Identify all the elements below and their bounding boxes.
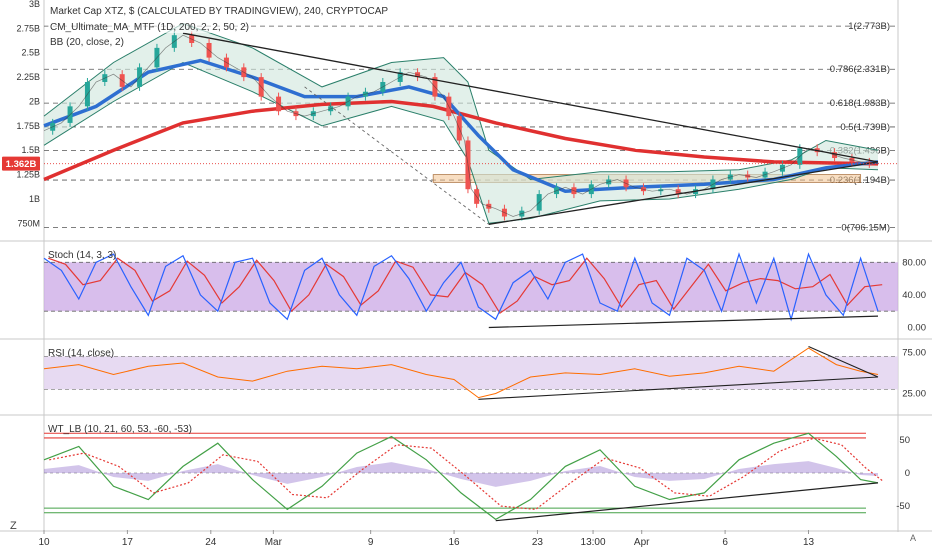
x-axis-label: Apr bbox=[634, 537, 650, 548]
x-axis-label: 13 bbox=[803, 537, 815, 548]
fib-level-label: 0(706.15M) bbox=[841, 223, 890, 234]
x-axis-label: 23 bbox=[532, 537, 544, 548]
price-y-tick-label: 1B bbox=[29, 194, 40, 204]
fib-level-label: 0.5(1.739B) bbox=[840, 122, 890, 133]
wt-title: WT_LB (10, 21, 60, 53, -60, -53) bbox=[48, 424, 192, 435]
x-axis-label: 16 bbox=[448, 537, 460, 548]
rsi-trendline bbox=[478, 376, 879, 400]
price-y-tick-label: 1.75B bbox=[16, 121, 40, 131]
footer-right-mark: A bbox=[910, 533, 917, 543]
price-trendline bbox=[488, 161, 879, 225]
fib-level-label: 1(2.773B) bbox=[848, 21, 890, 32]
rsi-line bbox=[43, 347, 879, 399]
price-y-tick-label: 1.5B bbox=[21, 145, 40, 155]
wt2-line bbox=[49, 437, 884, 511]
price-y-tick-label: 1.25B bbox=[16, 170, 40, 180]
price-y-tick-label: 2B bbox=[29, 96, 40, 106]
wt-y-tick-label: 50 bbox=[899, 435, 910, 446]
symbol-title: Market Cap XTZ, $ (CALCULATED BY TRADING… bbox=[48, 6, 391, 17]
price-trendline bbox=[304, 86, 490, 225]
rsi-y-tick-label: 25.00 bbox=[902, 389, 926, 400]
wt-histogram-area bbox=[44, 461, 878, 487]
price-y-tick-label: 2.75B bbox=[16, 23, 40, 33]
fib-level-label: 0.786(2.331B) bbox=[830, 64, 890, 75]
price-y-tick-label: 3B bbox=[29, 0, 40, 9]
stoch-y-tick-label: 80.00 bbox=[902, 257, 926, 268]
stoch-k-line bbox=[43, 252, 879, 322]
current-price-badge bbox=[2, 156, 40, 171]
x-axis-label: 10 bbox=[38, 537, 50, 548]
fib-level-label: 0.618(1.983B) bbox=[830, 98, 890, 109]
x-axis-label: 17 bbox=[122, 537, 134, 548]
indicator-bb-label: BB (20, close, 2) bbox=[48, 37, 126, 48]
x-axis-label: 13:00 bbox=[581, 537, 606, 548]
price-y-tick-label: 2.5B bbox=[21, 48, 40, 58]
price-y-tick-label: 750M bbox=[17, 218, 40, 228]
price-trendline bbox=[182, 32, 879, 163]
current-price-badge-text: 1.362B bbox=[6, 159, 37, 170]
x-axis-label: 9 bbox=[368, 537, 374, 548]
bollinger-upper-line bbox=[43, 22, 879, 181]
stoch-title: Stoch (14, 3, 3) bbox=[48, 250, 116, 261]
wt1-line bbox=[43, 432, 879, 521]
footer-left-mark: Z bbox=[10, 520, 17, 532]
x-axis-label: 6 bbox=[722, 537, 728, 548]
rsi-trendline bbox=[808, 345, 879, 378]
x-axis-label: Mar bbox=[265, 537, 283, 548]
wt-y-tick-label: -50 bbox=[896, 501, 910, 512]
stoch-trendline bbox=[488, 315, 879, 329]
x-axis-label: 24 bbox=[205, 537, 217, 548]
rsi-title: RSI (14, close) bbox=[48, 348, 114, 359]
rsi-band-fill bbox=[44, 356, 898, 390]
ma-200-line bbox=[43, 99, 879, 182]
wt-y-tick-label: 0 bbox=[905, 468, 910, 479]
stoch-y-tick-label: 0.00 bbox=[908, 322, 927, 333]
price-close-line bbox=[43, 34, 879, 217]
price-y-tick-label: 2.25B bbox=[16, 72, 40, 82]
rsi-y-tick-label: 75.00 bbox=[902, 347, 926, 358]
stoch-y-tick-label: 40.00 bbox=[902, 290, 926, 301]
wt-trendline bbox=[495, 482, 879, 522]
indicator-ma-label: CM_Ultimate_MA_MTF (1D, 200, 2, 2, 50, 2… bbox=[48, 22, 251, 33]
